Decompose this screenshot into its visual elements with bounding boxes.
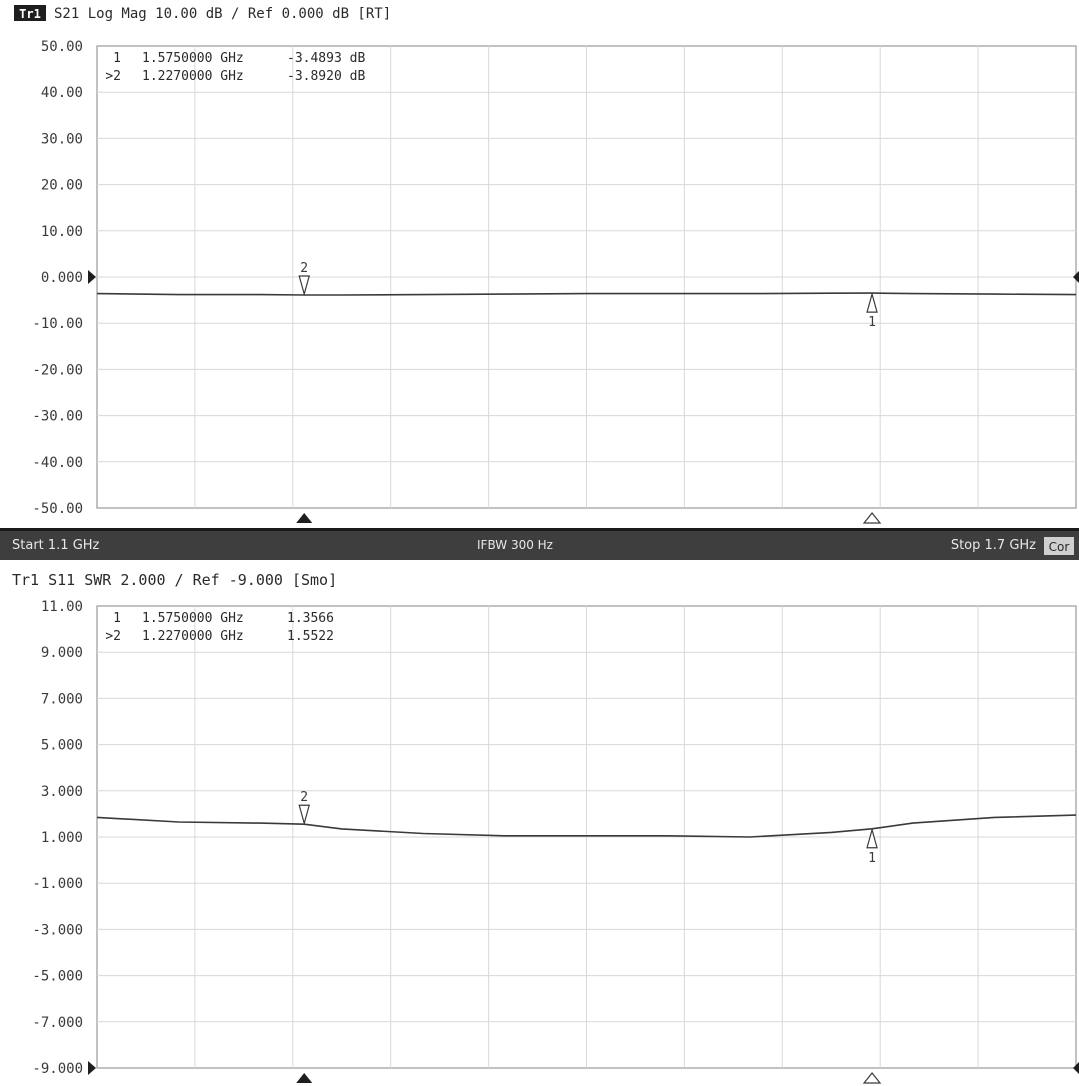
s21-y-tick-label: -50.00 — [32, 501, 83, 517]
s11-y-tick-label: -3.000 — [32, 922, 83, 938]
s11-chart-title: Tr1 S11 SWR 2.000 / Ref -9.000 [Smo] — [12, 571, 337, 589]
s11-y-tick-label: -5.000 — [32, 969, 83, 985]
s21-marker-indicator — [862, 512, 882, 524]
s21-y-tick-label: 10.00 — [41, 224, 83, 240]
s21-title-badge — [14, 5, 46, 21]
s11-marker-table-index: 1 — [113, 611, 121, 626]
status-bar-background — [0, 528, 1079, 560]
s11-marker-indicator — [862, 1072, 882, 1084]
s11-marker-table-frequency: 1.5750000 GHz — [142, 611, 244, 626]
correction-badge-text: Cor — [1049, 540, 1070, 554]
s21-marker-table-value: -3.8920 dB — [287, 69, 365, 84]
s11-y-tick-label: -9.000 — [32, 1061, 83, 1077]
s11-y-tick-label: 7.000 — [41, 691, 83, 707]
s21-marker-2-triangle — [298, 275, 311, 297]
s11-trace-line — [96, 814, 1077, 838]
s11-active-marker-indicator — [296, 1073, 313, 1083]
s11-y-tick-label: 11.00 — [41, 599, 83, 615]
s21-chart-title: S21 Log Mag 10.00 dB / Ref 0.000 dB [RT] — [54, 6, 391, 22]
s21-y-tick-label: 40.00 — [41, 85, 83, 101]
s21-marker-table-frequency: 1.2270000 GHz — [142, 69, 244, 84]
s21-marker-table-index: >2 — [105, 69, 121, 84]
s11-marker-table-value: 1.3566 — [287, 611, 334, 626]
s11-marker-table-frequency: 1.2270000 GHz — [142, 629, 244, 644]
s21-marker-table-frequency: 1.5750000 GHz — [142, 51, 244, 66]
stop-frequency-label: Stop 1.7 GHz — [951, 538, 1036, 553]
s21-title-badge-text: Tr1 — [19, 7, 41, 21]
s11-marker-1-triangle — [866, 827, 878, 849]
s21-trace-line — [96, 292, 1077, 296]
s11-reference-level-arrow-right — [1073, 1062, 1079, 1074]
s11-y-tick-label: 1.000 — [41, 830, 83, 846]
s11-reference-level-arrow — [88, 1061, 96, 1075]
s21-active-marker-indicator — [296, 513, 313, 523]
s21-y-tick-label: 30.00 — [41, 131, 83, 147]
ifbw-label: IFBW 300 Hz — [477, 538, 553, 552]
s11-y-tick-label: 5.000 — [41, 738, 83, 754]
status-bar-separator — [0, 528, 1079, 531]
s11-chart: Tr1 S11 SWR 2.000 / Ref -9.000 [Smo] 11.… — [12, 571, 1079, 1084]
s11-y-tick-label: 3.000 — [41, 784, 83, 800]
s21-y-tick-label: -40.00 — [32, 455, 83, 471]
correction-badge — [1044, 537, 1074, 555]
s21-reference-level-arrow — [88, 270, 96, 284]
s21-marker-2-label: 2 — [300, 261, 308, 276]
s11-marker-2-triangle — [298, 804, 311, 826]
s21-marker-1-label: 1 — [868, 315, 876, 330]
status-bar: Start 1.1 GHz IFBW 300 Hz Stop 1.7 GHz C… — [0, 528, 1079, 560]
s21-chart: Tr1 S21 Log Mag 10.00 dB / Ref 0.000 dB … — [14, 5, 1079, 524]
s21-y-tick-label: 50.00 — [41, 39, 83, 55]
s21-y-tick-label: -30.00 — [32, 409, 83, 425]
s11-marker-1-label: 1 — [868, 851, 876, 866]
start-frequency-label: Start 1.1 GHz — [12, 538, 100, 553]
s21-reference-level-arrow-right — [1073, 271, 1079, 283]
s11-y-tick-label: 9.000 — [41, 645, 83, 661]
s11-marker-table-value: 1.5522 — [287, 629, 334, 644]
s11-y-tick-label: -1.000 — [32, 876, 83, 892]
s21-marker-table-index: 1 — [113, 51, 121, 66]
s21-marker-1-triangle — [866, 291, 878, 313]
s21-y-tick-label: 20.00 — [41, 178, 83, 194]
s11-y-tick-label: -7.000 — [32, 1015, 83, 1031]
s21-y-tick-label: 0.000 — [41, 270, 83, 286]
s21-y-tick-label: -10.00 — [32, 316, 83, 332]
s11-marker-table-index: >2 — [105, 629, 121, 644]
s11-marker-2-label: 2 — [300, 790, 308, 805]
s21-marker-table-value: -3.4893 dB — [287, 51, 365, 66]
s21-y-tick-label: -20.00 — [32, 362, 83, 378]
